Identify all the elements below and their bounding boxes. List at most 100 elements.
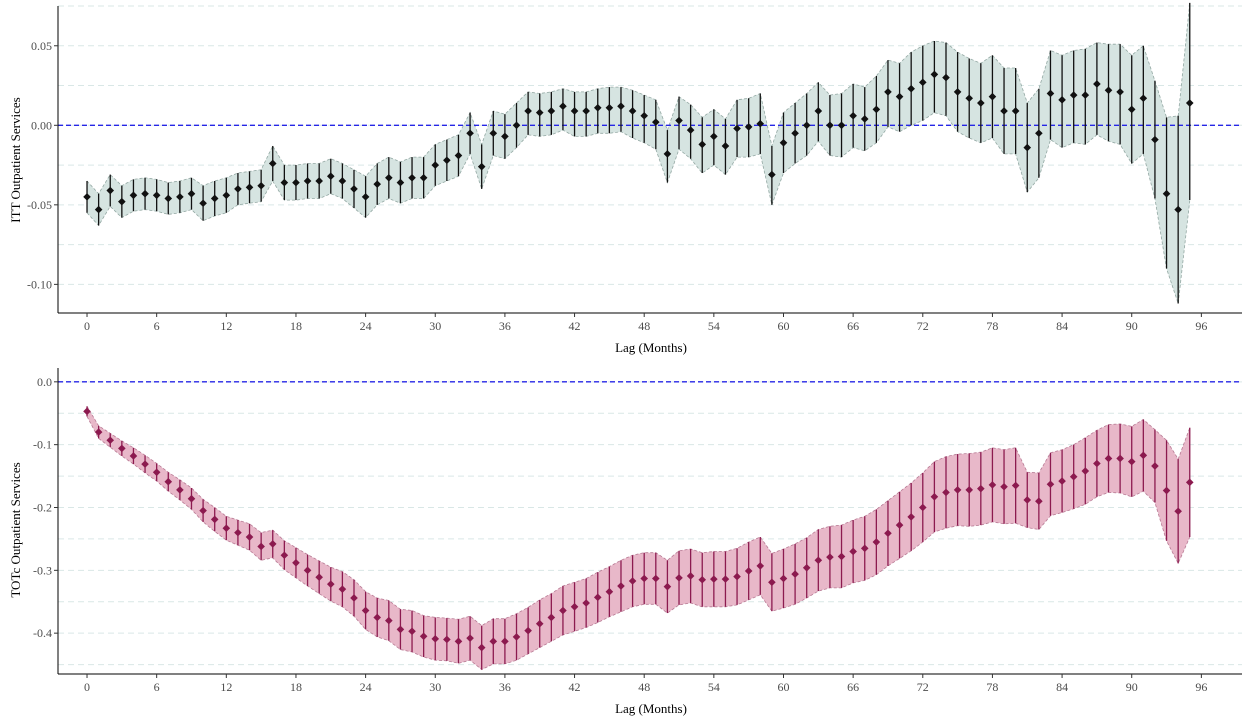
totc-data-point: [152, 468, 161, 477]
totc-data-point: [187, 494, 196, 503]
itt-data-point: [338, 177, 347, 185]
totc-data-point: [582, 599, 590, 607]
totc-data-point: [895, 521, 904, 529]
totc-data-point: [779, 574, 788, 583]
itt-data-point: [350, 185, 358, 193]
itt-data-point: [977, 99, 985, 107]
totc-data-point: [280, 551, 289, 560]
totc-data-point: [698, 575, 707, 584]
totc-data-point: [663, 582, 672, 591]
totc-confidence-band: [87, 406, 1190, 670]
itt-data-point: [303, 177, 312, 185]
itt-data-point: [1035, 129, 1043, 138]
itt-data-point: [721, 142, 730, 150]
itt-data-point: [663, 150, 672, 158]
totc-data-point: [118, 444, 126, 453]
itt-data-point: [501, 132, 509, 141]
totc-data-point: [164, 477, 173, 486]
totc-data-point: [1069, 472, 1078, 481]
itt-y-tick-label: -0.05: [27, 198, 52, 212]
totc-data-point: [965, 486, 974, 494]
totc-data-point: [605, 587, 614, 596]
itt-data-point: [1011, 107, 1020, 115]
totc-x-tick-label: 84: [1056, 680, 1068, 694]
totc-data-point: [1035, 497, 1043, 506]
itt-y-tick-label: 0.05: [31, 39, 52, 53]
totc-data-point: [942, 488, 950, 497]
totc-x-tick-label: 90: [1126, 680, 1138, 694]
totc-data-point: [385, 616, 393, 625]
totc-data-point: [617, 582, 625, 590]
itt-data-point: [860, 115, 869, 123]
totc-x-tick-label: 48: [638, 680, 650, 694]
itt-data-point: [315, 177, 323, 185]
totc-data-point: [350, 594, 358, 602]
itt-x-axis-title: Lag (Months): [615, 340, 687, 355]
itt-data-point: [802, 121, 811, 130]
itt-data-point: [524, 107, 532, 115]
totc-data-point: [268, 540, 277, 548]
itt-x-tick-label: 78: [986, 319, 998, 333]
itt-x-tick-label: 66: [847, 319, 859, 333]
totc-data-point: [988, 481, 997, 489]
totc-data-point: [1058, 477, 1066, 485]
itt-x-tick-label: 24: [360, 319, 372, 333]
itt-y-axis-title: ITT Outpatient Services: [8, 97, 23, 222]
itt-y-tick-label: 0.00: [31, 118, 52, 132]
itt-data-point: [895, 92, 904, 101]
itt-data-point: [361, 193, 370, 201]
itt-data-point: [1000, 107, 1008, 115]
totc-x-tick-label: 36: [499, 680, 511, 694]
totc-data-point: [1127, 457, 1136, 466]
itt-data-point: [779, 138, 788, 147]
totc-data-point: [675, 574, 683, 582]
totc-data-point: [930, 493, 939, 501]
totc-data-point: [570, 602, 579, 611]
totc-data-point: [303, 566, 312, 575]
totc-x-tick-label: 78: [986, 680, 998, 694]
totc-x-tick-label: 12: [220, 680, 232, 694]
totc-x-tick-label: 96: [1195, 680, 1207, 694]
totc-y-tick-label: -0.1: [33, 438, 52, 452]
itt-x-tick-label: 6: [154, 319, 160, 333]
totc-data-point: [257, 542, 265, 551]
totc-data-point: [768, 578, 776, 587]
totc-x-tick-label: 0: [84, 680, 90, 694]
totc-data-point: [884, 529, 892, 538]
totc-data-point: [1151, 462, 1159, 470]
totc-data-point: [977, 484, 985, 493]
totc-x-tick-label: 6: [154, 680, 160, 694]
totc-data-point: [210, 515, 219, 524]
itt-data-point: [559, 102, 567, 111]
totc-data-point: [837, 552, 846, 561]
itt-data-point: [164, 194, 173, 203]
totc-data-point: [419, 632, 428, 641]
totc-data-point: [466, 634, 474, 642]
totc-data-point: [443, 635, 451, 644]
itt-data-point: [1069, 91, 1078, 99]
totc-data-point: [872, 538, 881, 546]
itt-x-tick-label: 96: [1195, 319, 1207, 333]
itt-data-point: [884, 88, 892, 96]
itt-data-point: [152, 191, 161, 200]
itt-data-point: [1174, 205, 1182, 214]
itt-data-point: [640, 111, 648, 120]
itt-data-point: [489, 129, 498, 138]
totc-data-point: [860, 544, 869, 553]
itt-data-point: [1023, 143, 1032, 152]
totc-data-point: [721, 575, 730, 583]
itt-x-tick-label: 72: [917, 319, 929, 333]
itt-data-point: [129, 191, 138, 200]
itt-data-point: [268, 159, 277, 168]
totc-x-tick-label: 42: [569, 680, 581, 694]
totc-data-point: [1174, 507, 1182, 516]
itt-data-point: [628, 107, 637, 115]
itt-data-point: [837, 121, 846, 130]
itt-data-point: [1058, 96, 1066, 104]
itt-data-point: [1162, 189, 1171, 198]
itt-data-point: [605, 104, 614, 112]
itt-data-point: [408, 173, 416, 182]
totc-data-point: [454, 637, 463, 646]
itt-data-point: [210, 194, 219, 203]
